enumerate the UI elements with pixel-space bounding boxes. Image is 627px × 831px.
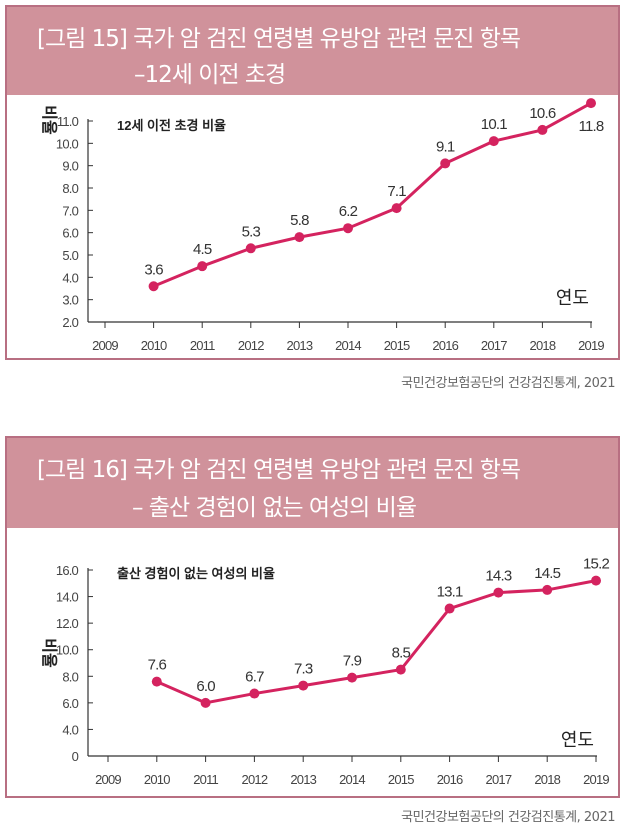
series-line [153, 101, 592, 288]
y-axis-label: 비율 [40, 105, 58, 135]
y-axis-label: 비율 [40, 638, 58, 668]
data-label: 6.0 [196, 678, 215, 695]
data-point [395, 664, 406, 675]
x-tick-label: 2013 [290, 772, 316, 787]
y-tick-label: 4.0 [62, 270, 78, 285]
x-tick-label: 2011 [190, 338, 215, 353]
y-tick-label: 8.0 [62, 669, 78, 684]
x-tick-label: 2010 [144, 772, 170, 787]
data-point [200, 697, 211, 708]
data-point [493, 587, 504, 598]
y-tick-label: 12.0 [56, 616, 79, 631]
x-axis-label: 연도 [561, 730, 594, 750]
data-point [591, 575, 601, 586]
x-tick-label: 2013 [287, 338, 313, 353]
data-label: 5.8 [290, 212, 309, 229]
y-tick-label: 10.0 [56, 643, 79, 658]
x-tick-label: 2014 [335, 338, 361, 353]
figure-16-header: [그림 16] 국가 암 검진 연령별 유방암 관련 문진 항목 – 출산 경험… [7, 438, 618, 528]
figure-15-source: 국민건강보험공단의 건강검진통계, 2021 [401, 376, 615, 391]
x-tick-label: 2011 [193, 772, 218, 787]
data-point [440, 158, 451, 169]
data-point [347, 672, 357, 683]
x-tick-label: 2009 [92, 338, 118, 353]
data-label: 7.9 [343, 653, 362, 670]
data-label: 5.3 [242, 223, 261, 240]
data-point [537, 124, 548, 135]
x-tick-label: 2009 [95, 772, 121, 787]
y-tick-label: 0 [72, 749, 79, 764]
data-label: 10.6 [529, 105, 555, 122]
y-tick-label: 4.0 [62, 722, 78, 737]
figure-15-panel: [그림 15] 국가 암 검진 연령별 유방암 관련 문진 항목 –12세 이전… [5, 5, 620, 360]
x-tick-label: 2012 [242, 772, 268, 787]
data-label: 8.5 [392, 645, 411, 662]
data-label: 7.3 [294, 661, 313, 678]
y-tick-label: 11.0 [57, 114, 79, 129]
data-point [298, 680, 309, 691]
data-point [542, 584, 553, 595]
data-label: 7.1 [387, 183, 406, 200]
data-label: 6.7 [245, 669, 264, 686]
data-point [245, 243, 256, 254]
data-label: 14.3 [485, 568, 511, 585]
figure-15-subtitle: –12세 이전 초경 [134, 62, 286, 88]
data-point [197, 261, 208, 272]
data-point [391, 203, 402, 214]
y-tick-label: 10.0 [56, 136, 79, 151]
data-label: 4.5 [193, 241, 212, 258]
data-label: 14.5 [534, 565, 560, 582]
chart-title: 12세 이전 초경 비율 [117, 118, 226, 133]
x-axis-label: 연도 [556, 288, 589, 308]
data-point [586, 98, 596, 109]
y-tick-label: 7.0 [62, 203, 78, 218]
y-tick-label: 6.0 [62, 226, 78, 241]
data-label: 3.6 [144, 261, 163, 278]
x-tick-label: 2019 [583, 772, 609, 787]
x-tick-label: 2019 [578, 338, 604, 353]
data-point [249, 688, 260, 699]
y-tick-label: 14.0 [56, 590, 79, 605]
y-tick-label: 6.0 [62, 696, 78, 711]
data-point [151, 676, 162, 687]
figure-16-source: 국민건강보험공단의 건강검진통계, 2021 [401, 810, 615, 825]
data-label: 9.1 [436, 138, 455, 155]
data-label: 11.8 [579, 118, 604, 135]
y-tick-label: 9.0 [62, 159, 78, 174]
x-tick-label: 2016 [437, 772, 463, 787]
x-tick-label: 2017 [481, 338, 507, 353]
x-tick-label: 2018 [534, 772, 560, 787]
data-label: 10.1 [481, 116, 507, 133]
data-point [148, 281, 159, 292]
series-line [156, 579, 597, 705]
figure-16-title: [그림 16] 국가 암 검진 연령별 유방암 관련 문진 항목 [37, 457, 521, 483]
figure-15-header: [그림 15] 국가 암 검진 연령별 유방암 관련 문진 항목 –12세 이전… [7, 7, 618, 95]
data-label: 15.2 [583, 556, 609, 573]
figure-16-subtitle: – 출산 경험이 없는 여성의 비율 [132, 495, 417, 521]
x-tick-label: 2015 [384, 338, 410, 353]
figure-16-panel: [그림 16] 국가 암 검진 연령별 유방암 관련 문진 항목 – 출산 경험… [5, 436, 620, 798]
x-tick-label: 2017 [486, 772, 512, 787]
y-tick-label: 3.0 [62, 293, 78, 308]
data-point [343, 223, 353, 234]
chart-title: 출산 경험이 없는 여성의 비율 [117, 566, 275, 581]
figure-15-title: [그림 15] 국가 암 검진 연령별 유방암 관련 문진 항목 [37, 26, 521, 52]
x-tick-label: 2012 [238, 338, 264, 353]
data-label: 6.2 [339, 203, 358, 220]
data-point [294, 232, 305, 243]
x-tick-label: 2018 [530, 338, 556, 353]
data-label: 13.1 [437, 584, 463, 601]
x-tick-label: 2014 [339, 772, 365, 787]
y-tick-label: 8.0 [62, 181, 78, 196]
y-tick-label: 5.0 [62, 248, 78, 263]
data-point [488, 136, 499, 147]
x-tick-label: 2016 [432, 338, 458, 353]
data-label: 7.6 [148, 657, 167, 674]
x-tick-label: 2015 [388, 772, 414, 787]
y-tick-label: 16.0 [56, 563, 79, 578]
x-tick-label: 2010 [141, 338, 167, 353]
data-point [444, 603, 455, 614]
y-tick-label: 2.0 [62, 315, 78, 330]
